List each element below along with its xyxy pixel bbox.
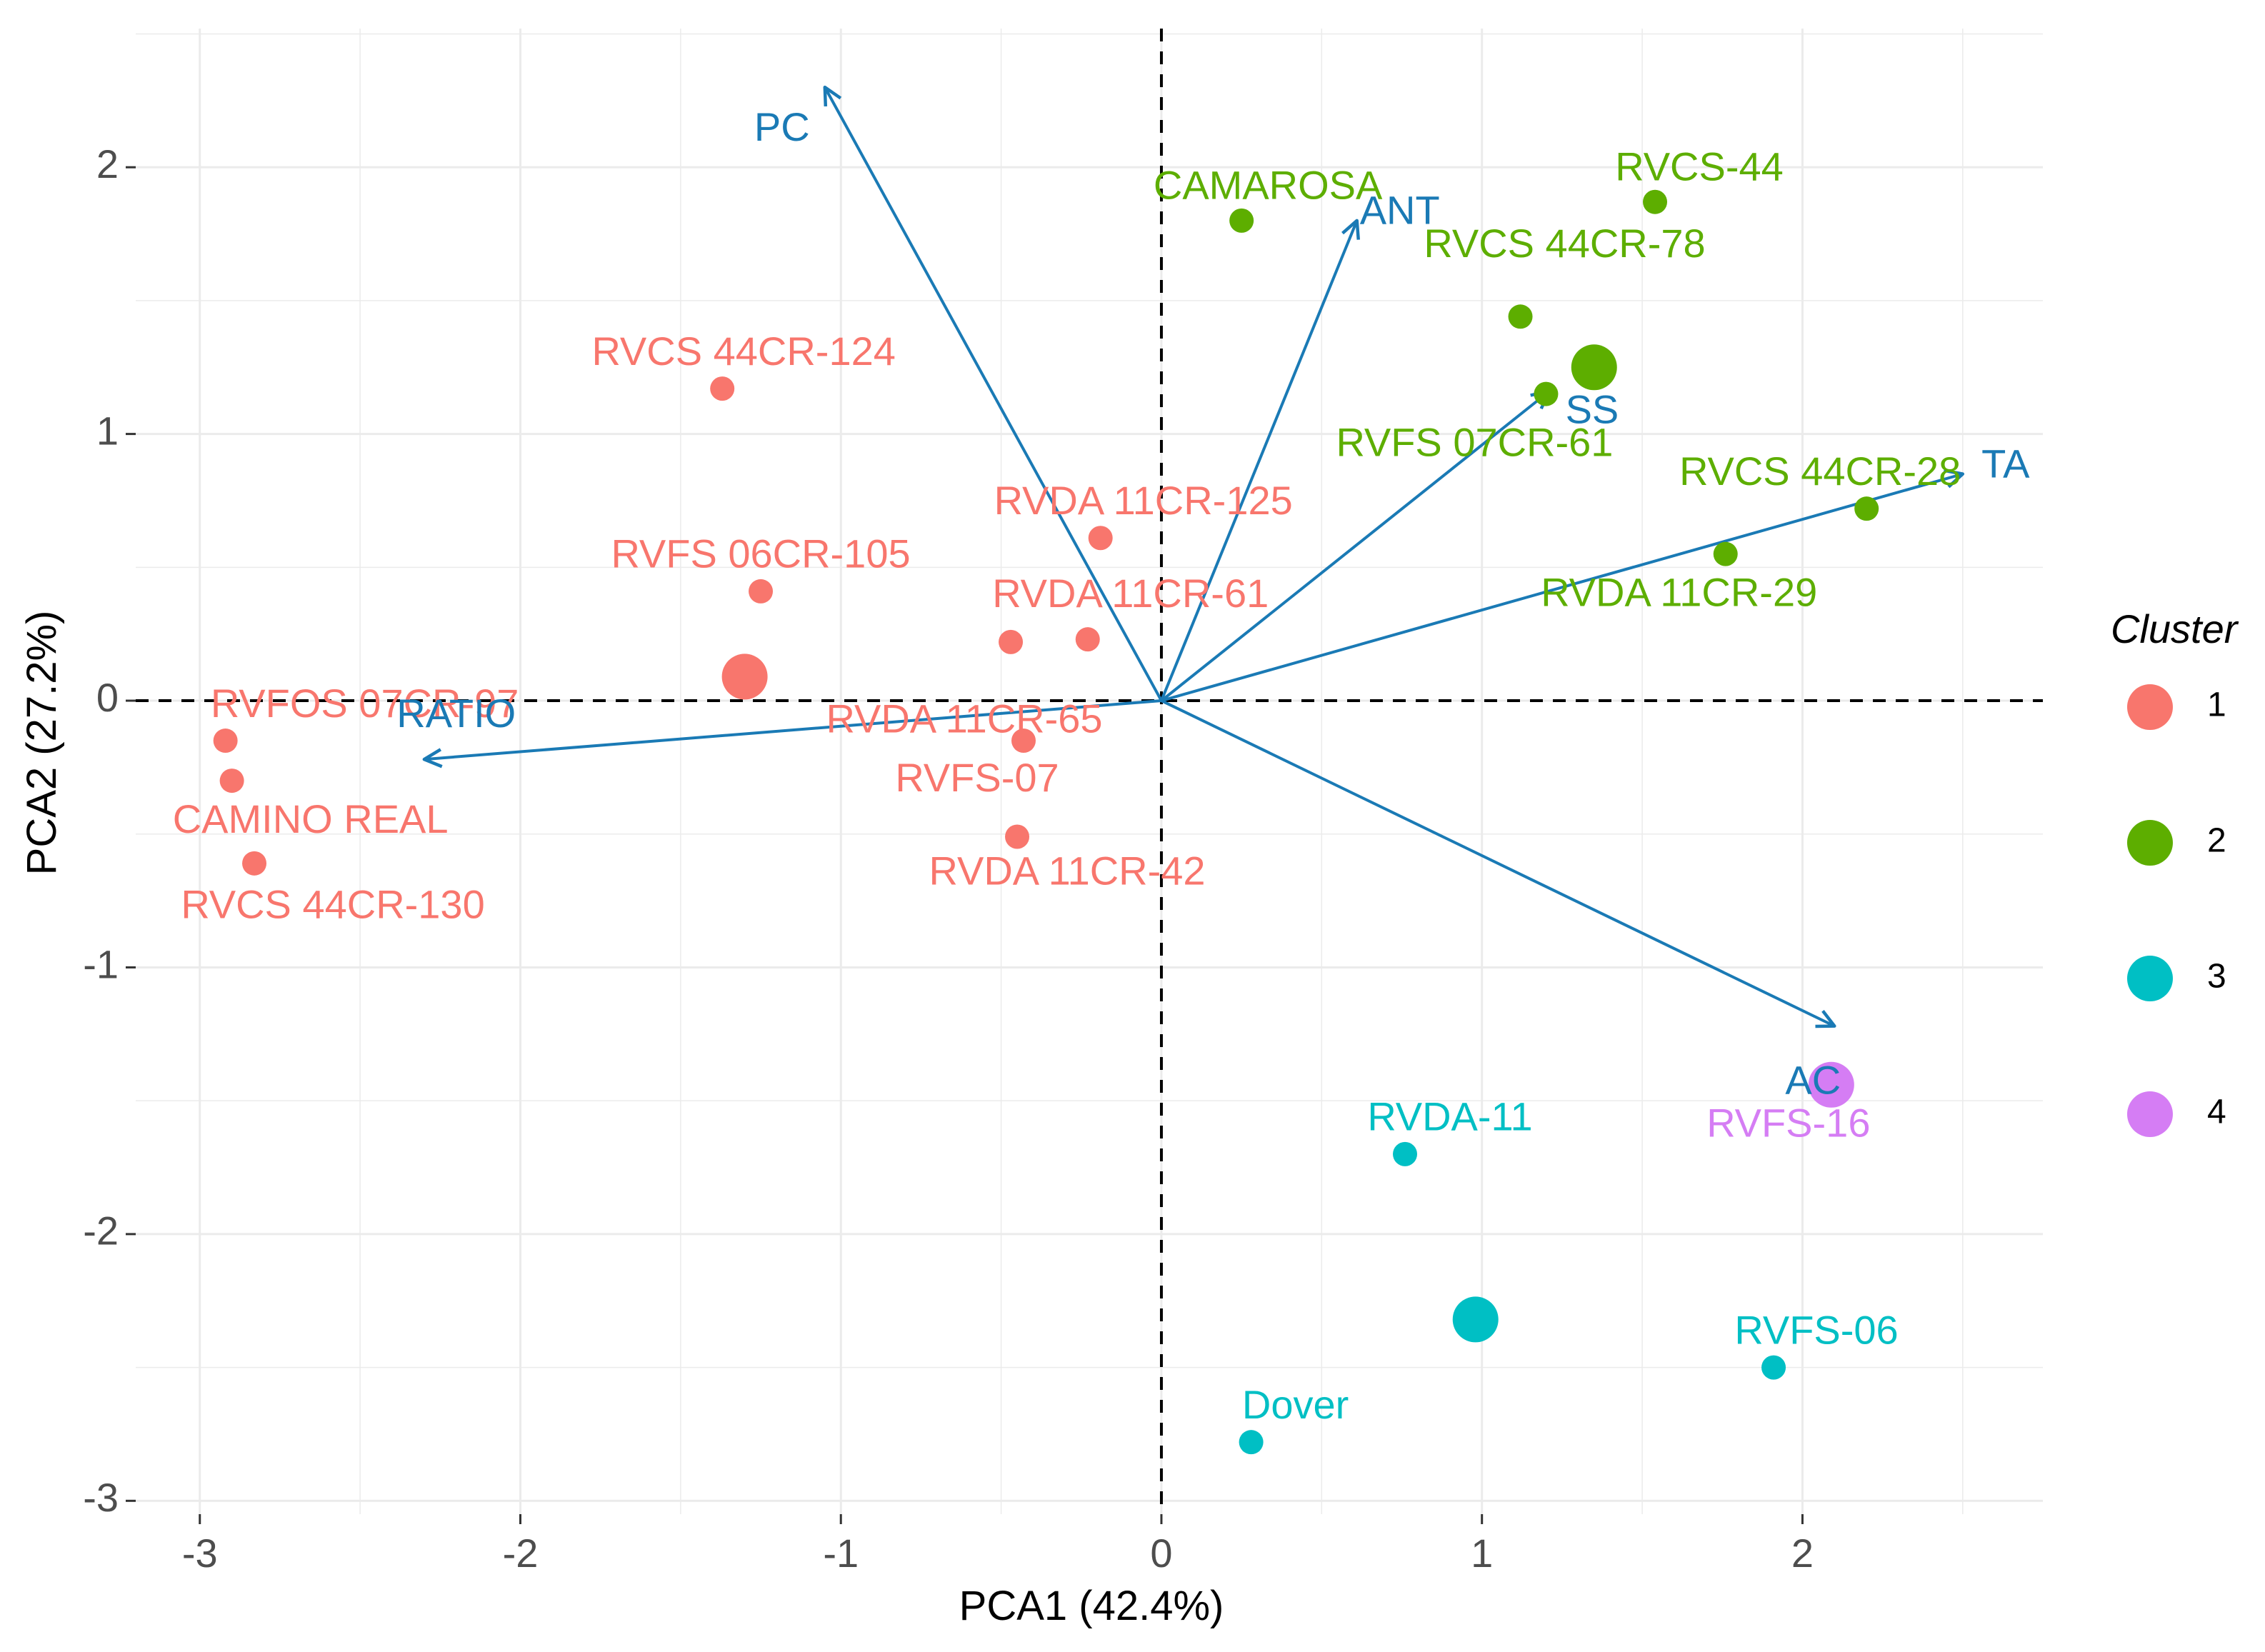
legend-label-3: 3 bbox=[2207, 958, 2226, 996]
point-rvcs-44cr-28 bbox=[1854, 496, 1879, 521]
point-label-camino-real: CAMINO REAL bbox=[173, 796, 449, 841]
vector-ta bbox=[1161, 469, 1965, 702]
vector-ss bbox=[1160, 389, 1551, 702]
point-label-rvfs-06: RVFS-06 bbox=[1734, 1307, 1898, 1352]
point-label-rvda-11: RVDA-11 bbox=[1367, 1094, 1532, 1139]
point-rvcs-44cr-78 bbox=[1508, 304, 1533, 329]
vector-ratio bbox=[422, 699, 1162, 769]
legend-label-1: 1 bbox=[2207, 686, 2226, 724]
point-label-dover: Dover bbox=[1242, 1382, 1349, 1427]
point-rvfs-16 bbox=[1819, 1072, 1844, 1097]
point-label-rvda-11cr-125: RVDA 11CR-125 bbox=[994, 478, 1293, 523]
point-rvda-11 bbox=[1393, 1141, 1418, 1166]
point-rvfos-07cr-97 bbox=[213, 729, 238, 754]
loading-vector-labels: PC ANT SS TA RATIO AC bbox=[396, 104, 2030, 1102]
point-label-rvcs-44cr-124: RVCS 44CR-124 bbox=[591, 329, 895, 374]
legend-key-3 bbox=[2127, 956, 2173, 1001]
legend-key-4 bbox=[2127, 1091, 2173, 1137]
point-rvfs-07cr-61 bbox=[1534, 381, 1559, 406]
point-label-rvfos-07cr-97: RVFOS 07CR-97 bbox=[211, 681, 519, 726]
point-label-rvda-11cr-42: RVDA 11CR-42 bbox=[929, 848, 1206, 893]
point-label-rvcs-44cr-28: RVCS 44CR-28 bbox=[1679, 449, 1961, 494]
vector-label-ant: ANT bbox=[1360, 188, 1440, 233]
x-tick-label-1: 1 bbox=[1471, 1531, 1493, 1576]
y-tick-label-0: 0 bbox=[96, 675, 119, 720]
legend-label-4: 4 bbox=[2207, 1093, 2226, 1131]
vector-label-ac: AC bbox=[1785, 1057, 1841, 1102]
point-label-rvfs-06cr-105: RVFS 06CR-105 bbox=[611, 531, 910, 576]
x-tick-label-0: 0 bbox=[1150, 1531, 1172, 1576]
point-rvda-11cr-61 bbox=[1075, 627, 1100, 652]
centroid-cluster-3 bbox=[1452, 1296, 1499, 1343]
point-label-camarosa: CAMAROSA bbox=[1154, 163, 1383, 208]
point-label-rvfs-07cr-61: RVFS 07CR-61 bbox=[1336, 419, 1613, 464]
x-tick-label-1: -1 bbox=[823, 1531, 859, 1576]
point-rvcs-44cr-130 bbox=[242, 851, 267, 876]
axes: -3 -2 -1 0 1 2 -3 -2 -1 0 1 2 bbox=[83, 141, 1814, 1576]
point-camino-real bbox=[219, 769, 244, 794]
legend-key-2 bbox=[2127, 820, 2173, 866]
legend-label-2: 2 bbox=[2207, 822, 2226, 860]
point-rvfs-06 bbox=[1761, 1355, 1786, 1380]
point-rvfs-07 bbox=[1011, 729, 1036, 754]
point-label-rvcs-44: RVCS-44 bbox=[1615, 144, 1784, 189]
point-rvda-11cr-29 bbox=[1713, 541, 1738, 566]
legend-title: Cluster bbox=[2111, 606, 2239, 651]
point-label-rvfs-07: RVFS-07 bbox=[895, 755, 1059, 800]
point-label-rvfs-16: RVFS-16 bbox=[1706, 1101, 1870, 1146]
centroid-cluster-1 bbox=[721, 654, 768, 700]
y-tick-label-3: -3 bbox=[83, 1475, 119, 1520]
y-tick-label-2: -2 bbox=[83, 1208, 119, 1253]
point-label-rvda-11cr-61: RVDA 11CR-61 bbox=[992, 571, 1269, 616]
point-label-rvcs-44cr-78: RVCS 44CR-78 bbox=[1424, 221, 1705, 266]
point-dover bbox=[1239, 1430, 1264, 1455]
y-tick-label-1: -1 bbox=[83, 941, 119, 986]
y-axis-title: PCA2 (27.2%) bbox=[19, 611, 65, 876]
point-rvda-11cr-65 bbox=[999, 629, 1024, 654]
x-axis-title: PCA1 (42.4%) bbox=[959, 1583, 1224, 1629]
point-label-rvda-11cr-29: RVDA 11CR-29 bbox=[1541, 569, 1817, 614]
point-rvfs-06cr-105 bbox=[749, 579, 774, 604]
legend-key-1 bbox=[2127, 684, 2173, 730]
x-tick-label-2: 2 bbox=[1791, 1531, 1814, 1576]
vector-ac bbox=[1161, 699, 1836, 1028]
point-rvda-11cr-125 bbox=[1088, 526, 1113, 551]
loading-vectors bbox=[422, 85, 1965, 1028]
vector-label-pc: PC bbox=[754, 104, 810, 149]
vector-label-ss: SS bbox=[1566, 387, 1619, 432]
centroid-cluster-2 bbox=[1571, 344, 1617, 391]
point-label-rvcs-44cr-130: RVCS 44CR-130 bbox=[181, 882, 484, 927]
sample-labels: RVCS 44CR-124 RVFS 06CR-105 RVDA 11CR-125 R… bbox=[173, 144, 1961, 1427]
legend: Cluster 1 2 3 4 bbox=[2111, 606, 2239, 1137]
point-label-rvda-11cr-65: RVDA 11CR-65 bbox=[826, 696, 1103, 741]
point-camarosa bbox=[1229, 208, 1254, 233]
point-rvda-11cr-42 bbox=[1005, 824, 1030, 849]
reference-lines bbox=[136, 29, 2043, 1514]
vector-pc bbox=[823, 85, 1163, 702]
sample-points bbox=[213, 189, 1879, 1455]
point-rvcs-44 bbox=[1643, 189, 1668, 214]
vector-ant bbox=[1160, 219, 1361, 701]
x-tick-label-2: -2 bbox=[503, 1531, 539, 1576]
vector-label-ratio: RATIO bbox=[396, 691, 516, 736]
y-tick-label-1: 1 bbox=[96, 408, 119, 453]
point-rvcs-44cr-124 bbox=[710, 376, 735, 401]
y-tick-label-2: 2 bbox=[96, 141, 119, 186]
x-tick-label-3: -3 bbox=[182, 1531, 218, 1576]
vector-label-ta: TA bbox=[1981, 441, 2030, 486]
